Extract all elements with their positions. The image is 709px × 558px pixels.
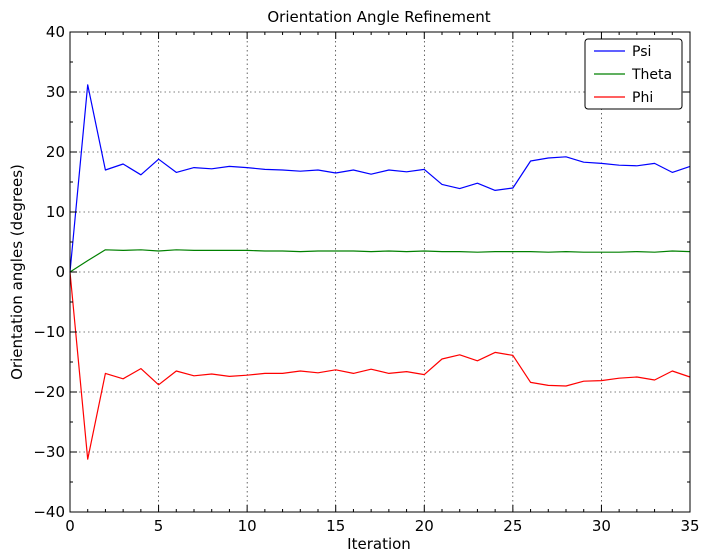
x-tick-label: 25: [503, 517, 522, 535]
x-tick-label: 5: [154, 517, 164, 535]
y-tick-label: −20: [33, 383, 65, 401]
x-tick-label: 20: [415, 517, 434, 535]
legend-label-theta: Theta: [631, 67, 672, 83]
y-tick-label: −40: [33, 503, 65, 521]
ticks: 0 5 10 15 20 25 30 35 −40 −30 −20 −10 0 10 20 30 40: [33, 23, 699, 535]
y-tick-label: −30: [33, 443, 65, 461]
legend: Psi Theta Phi: [584, 38, 683, 110]
y-tick-label: 30: [46, 83, 65, 101]
legend-label-phi: Phi: [632, 90, 653, 106]
x-tick-label: 10: [238, 517, 257, 535]
grid: [70, 32, 690, 512]
x-tick-label: 30: [592, 517, 611, 535]
legend-label-psi: Psi: [632, 44, 651, 60]
y-tick-label: −10: [33, 323, 65, 341]
x-tick-label: 15: [326, 517, 345, 535]
y-tick-label: 0: [55, 263, 65, 281]
x-axis-label: Iteration: [347, 535, 411, 553]
y-tick-label: 10: [46, 203, 65, 221]
chart-title: Orientation Angle Refinement: [267, 8, 490, 26]
series-lines: [69, 84, 691, 460]
x-tick-label: 35: [680, 517, 699, 535]
series-line-psi: [69, 84, 691, 273]
x-tick-label: 0: [65, 517, 75, 535]
y-axis-label: Orientation angles (degrees): [8, 164, 26, 380]
legend-box: [584, 38, 683, 110]
y-tick-label: 40: [46, 23, 65, 41]
y-tick-label: 20: [46, 143, 65, 161]
series-line-theta: [69, 249, 691, 273]
series-line-phi: [69, 271, 691, 460]
